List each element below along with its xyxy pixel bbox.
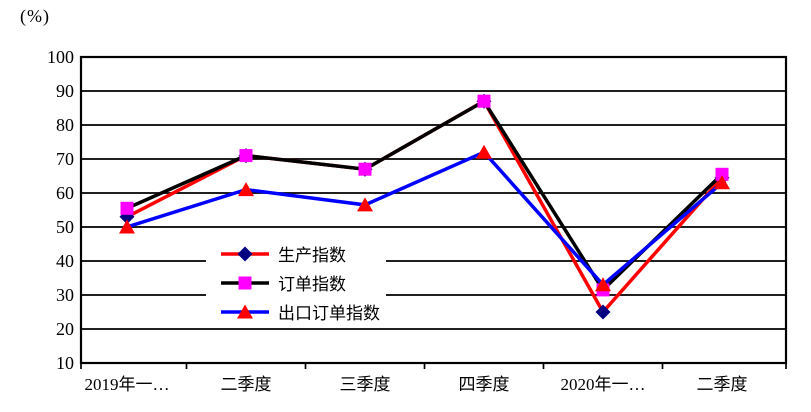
x-axis-label-3: 四季度	[459, 375, 510, 394]
y-axis-unit-label: (%)	[20, 6, 50, 26]
triangle-marker-icon	[237, 304, 253, 318]
legend-label-order-index: 订单指数	[278, 275, 346, 294]
marker-order-index	[239, 149, 253, 163]
y-axis-label-40: 40	[56, 251, 74, 271]
y-axis-label-10: 10	[56, 353, 74, 373]
marker-order-index	[477, 94, 491, 108]
marker-order-index	[358, 162, 372, 176]
marker-order-index	[715, 167, 729, 181]
marker-export-order-index	[238, 182, 254, 197]
marker-production-index	[595, 304, 611, 320]
y-axis-label-60: 60	[56, 183, 74, 203]
x-axis-label-0: 2019年一…	[85, 375, 170, 394]
x-axis-label-5: 二季度	[697, 375, 748, 394]
legend-swatch-production-index	[221, 246, 269, 261]
y-axis-label-70: 70	[56, 149, 74, 169]
x-axis-label-4: 2020年一…	[561, 375, 646, 394]
plot-border	[79, 55, 788, 365]
marker-export-order-index	[119, 219, 135, 234]
legend-item-order-index: 订单指数	[220, 268, 380, 297]
series-export-order-index	[119, 144, 730, 292]
marker-export-order-index	[595, 277, 611, 292]
y-axis-label-20: 20	[56, 319, 74, 339]
y-axis-label-30: 30	[56, 285, 74, 305]
diamond-marker-icon	[237, 246, 253, 261]
square-marker-icon	[238, 276, 252, 289]
x-axis-label-2: 三季度	[340, 375, 391, 394]
chart-legend: 生产指数订单指数出口订单指数	[206, 237, 386, 328]
marker-order-index	[120, 201, 134, 215]
y-axis-label-50: 50	[56, 217, 74, 237]
y-axis-label-100: 100	[47, 47, 74, 67]
marker-export-order-index	[476, 144, 492, 159]
series-line-export-order-index	[126, 150, 724, 288]
legend-item-export-order-index: 出口订单指数	[220, 297, 380, 326]
marker-export-order-index	[357, 197, 373, 212]
x-axis-label-1: 二季度	[221, 375, 272, 394]
y-axis-label-90: 90	[56, 81, 74, 101]
legend-label-production-index: 生产指数	[278, 246, 346, 265]
legend-item-production-index: 生产指数	[220, 239, 380, 268]
legend-swatch-order-index	[221, 276, 269, 289]
marker-export-order-index	[714, 175, 730, 190]
y-axis-label-80: 80	[56, 115, 74, 135]
legend-swatch-export-order-index	[221, 304, 269, 318]
series-line-order-index	[126, 98, 724, 293]
legend-label-export-order-index: 出口订单指数	[278, 304, 380, 323]
